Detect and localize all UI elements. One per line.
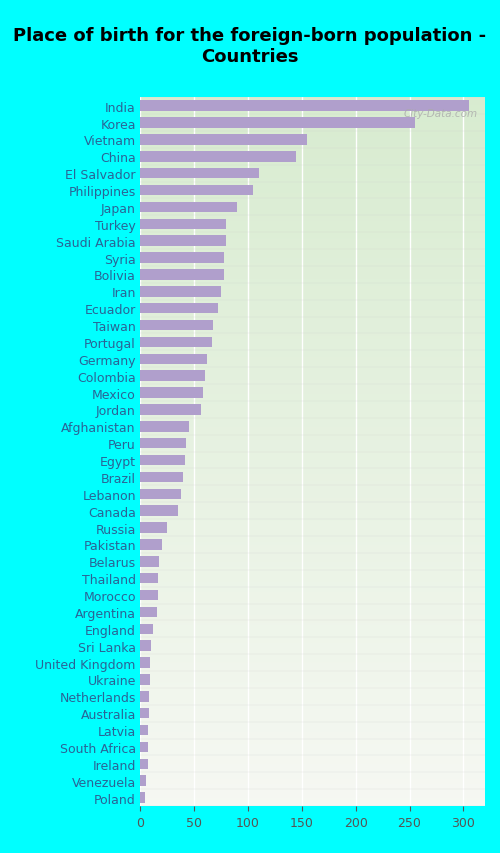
Bar <box>140 758 147 769</box>
Bar <box>140 590 158 601</box>
Bar <box>140 354 207 364</box>
Bar <box>140 438 186 449</box>
Bar <box>140 775 146 786</box>
Bar <box>140 792 145 803</box>
Text: Place of birth for the foreign-born population -
Countries: Place of birth for the foreign-born popu… <box>14 27 486 66</box>
Bar <box>140 169 258 179</box>
Bar <box>140 287 221 297</box>
Bar <box>140 725 147 735</box>
Bar <box>140 202 237 213</box>
Bar <box>140 523 167 533</box>
Bar <box>140 404 202 415</box>
Bar <box>140 624 153 635</box>
Bar <box>140 675 149 685</box>
Bar <box>140 506 177 516</box>
Bar <box>140 456 186 466</box>
Bar <box>140 119 415 129</box>
Bar <box>140 556 160 567</box>
Bar <box>140 473 183 483</box>
Bar <box>140 641 151 651</box>
Bar <box>140 253 224 264</box>
Bar <box>140 371 204 381</box>
Bar <box>140 708 148 718</box>
Bar <box>140 421 188 432</box>
Bar <box>140 304 218 314</box>
Bar <box>140 573 158 583</box>
Bar <box>140 337 212 348</box>
Bar <box>140 540 162 550</box>
Bar <box>140 607 157 618</box>
Bar <box>140 388 202 398</box>
Bar <box>140 186 253 196</box>
Bar <box>140 321 214 331</box>
Text: City-Data.com: City-Data.com <box>404 108 478 119</box>
Bar <box>140 219 226 229</box>
Bar <box>140 489 181 500</box>
Bar <box>140 135 307 146</box>
Bar <box>140 658 149 668</box>
Bar <box>140 152 296 162</box>
Bar <box>140 742 147 752</box>
Bar <box>140 270 224 281</box>
Bar <box>140 236 226 247</box>
Bar <box>140 691 148 702</box>
Bar <box>140 102 469 112</box>
